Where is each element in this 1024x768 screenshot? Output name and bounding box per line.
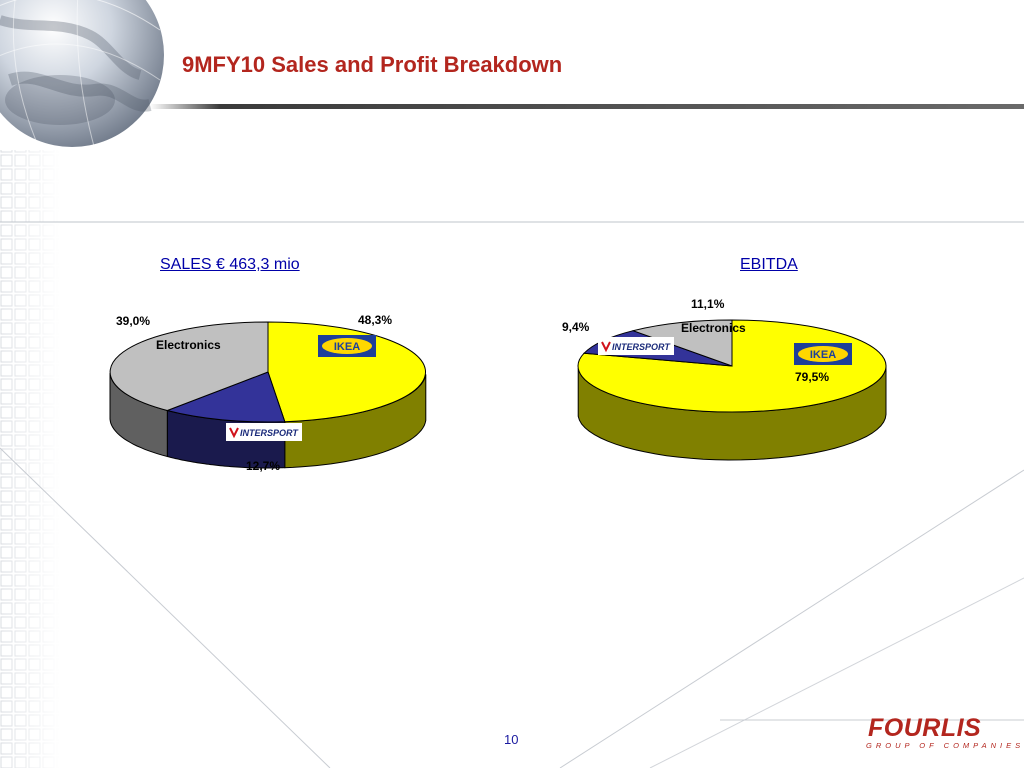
intersport-logo-text: INTERSPORT — [612, 342, 671, 352]
sales-ikea-logo: IKEA — [318, 335, 376, 357]
globe-decoration — [0, 0, 164, 151]
sales-ikea-percent: 48,3% — [358, 313, 393, 327]
sales-intersport-logo: INTERSPORT — [226, 423, 302, 441]
ebitda-slice-ikea — [577, 319, 887, 413]
ikea-logo-text: IKEA — [334, 341, 360, 353]
ebitda-pie-chart — [577, 319, 887, 461]
sales-electronics-percent: 39,0% — [116, 314, 151, 328]
slide-title: 9MFY10 Sales and Profit Breakdown — [182, 52, 563, 77]
ebitda-chart-title: EBITDA — [740, 256, 798, 273]
fourlis-logo: FOURLIS — [868, 714, 982, 742]
ebitda-ikea-logo: IKEA — [794, 343, 852, 365]
ebitda-intersport-percent: 9,4% — [562, 320, 590, 334]
sales-electronics-label: Electronics — [156, 338, 221, 352]
sales-intersport-percent: 12,7% — [246, 459, 281, 473]
sales-chart-title: SALES € 463,3 mio — [160, 256, 300, 273]
sales-slice-intersport — [165, 371, 286, 423]
ebitda-ikea-percent: 79,5% — [795, 370, 830, 384]
ebitda-electronics-percent: 11,1% — [691, 297, 725, 311]
ebitda-slice-electronics — [631, 319, 733, 367]
sales-slice-ikea — [267, 321, 427, 423]
ebitda-electronics-label: Electronics — [681, 321, 746, 335]
sales-slice-electronics — [109, 321, 269, 412]
ebitda-intersport-logo: INTERSPORT — [598, 337, 674, 355]
fourlis-logo-tagline: GROUP OF COMPANIES — [866, 741, 1024, 750]
intersport-logo-text: INTERSPORT — [240, 428, 299, 438]
ikea-logo-text: IKEA — [810, 349, 836, 361]
page-number: 10 — [504, 732, 519, 747]
